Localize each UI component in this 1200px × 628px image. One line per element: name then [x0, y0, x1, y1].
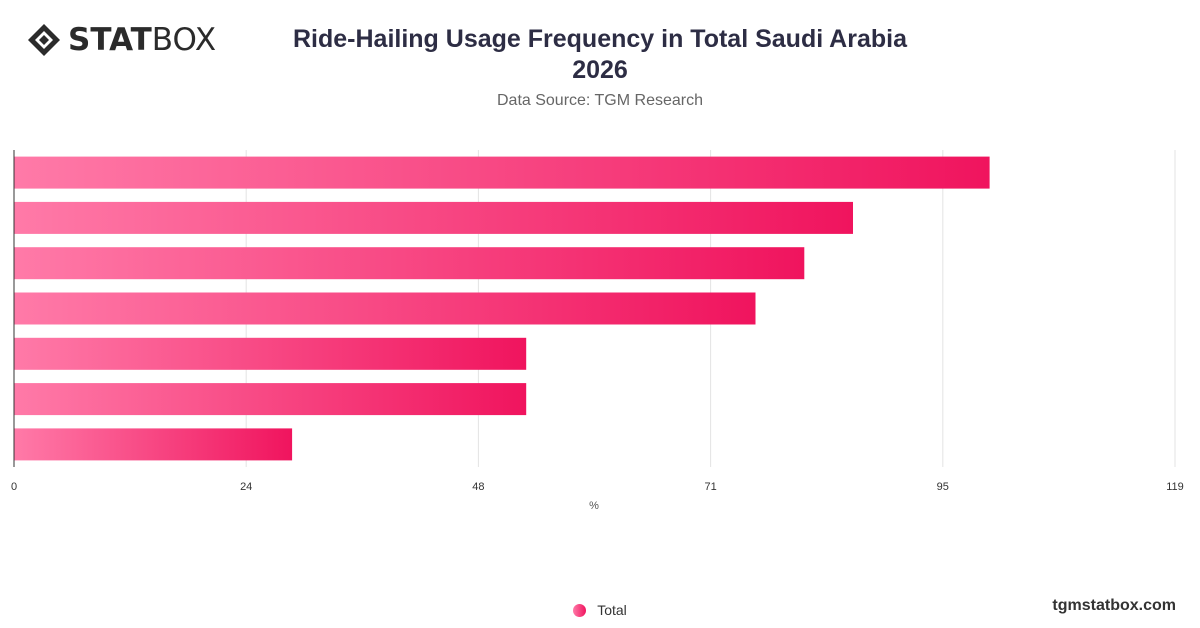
- brand-logo: STATBOX: [26, 22, 216, 58]
- x-axis-title: %: [589, 500, 599, 512]
- x-tick-label: 71: [704, 481, 716, 493]
- bar[interactable]: [14, 156, 990, 189]
- legend-marker-total: [573, 603, 587, 617]
- bar[interactable]: [14, 292, 756, 325]
- chart-subtitle: Data Source: TGM Research: [496, 92, 703, 109]
- diamond-logo-icon: [28, 24, 60, 56]
- x-tick-labels: 0 24 48 71 95 119: [11, 481, 1184, 493]
- chart-title-line-2: 2026: [572, 56, 628, 84]
- bar[interactable]: [14, 383, 527, 416]
- logo-wordmark: STATBOX: [68, 22, 216, 58]
- legend-label-total: Total: [597, 602, 627, 618]
- x-tick-label: 119: [1166, 481, 1184, 493]
- logo-wordmark-light: BOX: [151, 22, 217, 58]
- bar[interactable]: [14, 428, 293, 461]
- bar[interactable]: [14, 201, 853, 234]
- logo-wordmark-bold: STAT: [68, 22, 152, 58]
- x-tick-label: 24: [240, 481, 252, 493]
- x-tick-label: 48: [472, 481, 484, 493]
- chart-title: Ride-Hailing Usage Frequency in Total Sa…: [250, 24, 950, 86]
- footer-site-link[interactable]: tgmstatbox.com: [1052, 597, 1176, 614]
- bars: [14, 156, 990, 461]
- chart-title-line-1: Ride-Hailing Usage Frequency in Total Sa…: [292, 25, 907, 53]
- x-tick-label: 0: [11, 481, 17, 493]
- legend[interactable]: Total: [0, 602, 1200, 618]
- bar[interactable]: [14, 247, 805, 280]
- bar[interactable]: [14, 337, 527, 370]
- x-tick-label: 95: [937, 481, 949, 493]
